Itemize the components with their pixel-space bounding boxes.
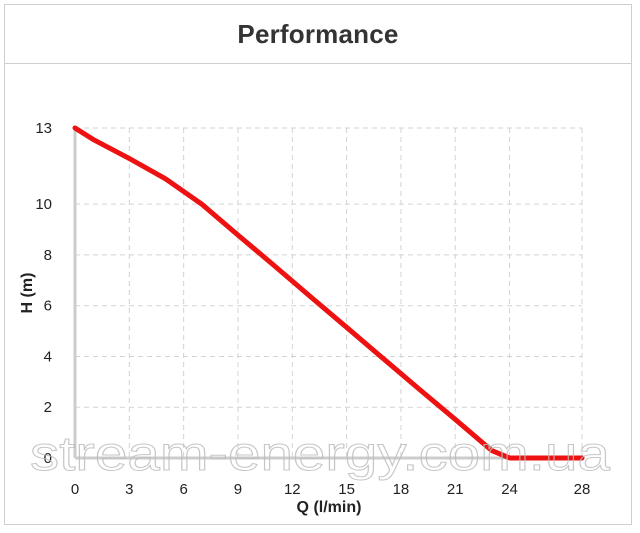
y-tick-label: 8	[44, 247, 52, 264]
axes	[73, 126, 582, 460]
y-tick-label: 6	[44, 298, 52, 315]
watermark: stream-energy.com.ua	[30, 428, 610, 481]
y-tick-label: 13	[35, 120, 52, 137]
y-tick-label: 2	[44, 399, 52, 416]
chart-card: Performance	[4, 4, 632, 525]
x-axis-label: Q (l/min)	[297, 499, 362, 516]
x-tick-label: 24	[501, 481, 518, 498]
series	[72, 125, 585, 461]
chart-title: Performance	[237, 19, 399, 49]
y-tick-labels: 0 2 4 6 8 10 13	[35, 120, 52, 467]
series-line-0	[72, 125, 585, 461]
grid	[75, 127, 583, 458]
x-tick-labels: 0 3 6 9 12 15 18 21 24 28	[71, 481, 591, 498]
x-tick-label: 0	[71, 481, 79, 498]
x-tick-label: 6	[179, 481, 187, 498]
y-tick-label: 0	[44, 450, 52, 467]
y-tick-label: 10	[35, 196, 52, 213]
x-tick-label: 18	[393, 481, 410, 498]
x-tick-label: 3	[125, 481, 133, 498]
x-tick-label: 9	[234, 481, 242, 498]
x-tick-label: 21	[447, 481, 464, 498]
x-tick-label: 12	[284, 481, 301, 498]
x-tick-label: 15	[338, 481, 355, 498]
title-bar: Performance	[5, 5, 631, 64]
y-axis-label: H (m)	[19, 273, 36, 314]
y-tick-label: 4	[44, 348, 52, 365]
x-tick-label: 28	[574, 481, 591, 498]
